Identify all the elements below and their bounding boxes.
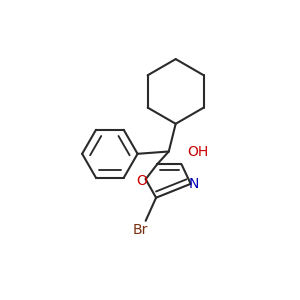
Text: N: N	[188, 177, 199, 191]
Text: OH: OH	[187, 145, 208, 158]
Text: Br: Br	[132, 223, 148, 237]
Text: O: O	[136, 174, 147, 188]
